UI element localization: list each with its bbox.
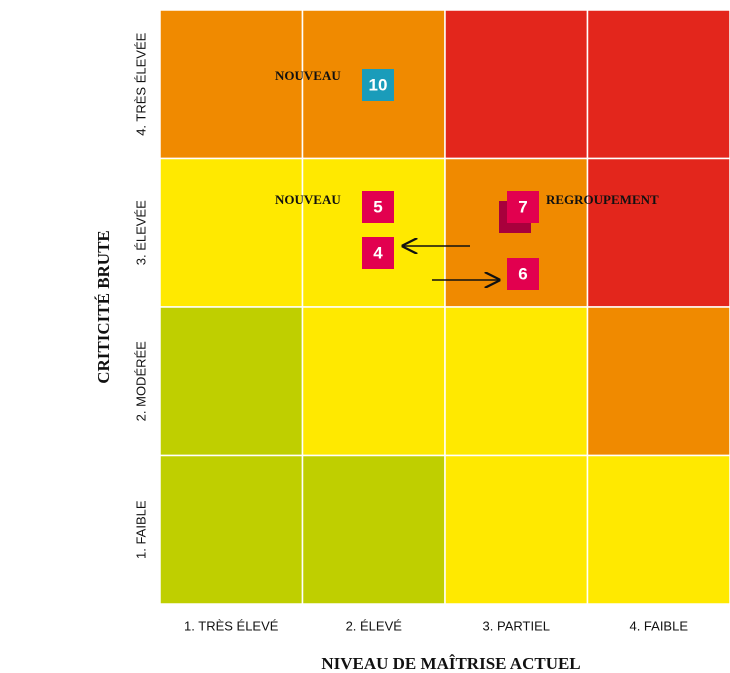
annotation: REGROUPEMENT [546, 192, 659, 207]
cell [301, 306, 446, 457]
x-label: 2. ÉLEVÉ [346, 618, 403, 633]
marker-box [507, 258, 539, 290]
annotation: NOUVEAU [275, 192, 341, 207]
cell [586, 9, 730, 160]
marker-box [362, 191, 394, 223]
marker-label: 4 [373, 243, 383, 262]
x-label: 3. PARTIEL [483, 618, 550, 633]
marker-label: 6 [518, 264, 527, 283]
annotation: NOUVEAU [275, 68, 341, 83]
marker-box [507, 191, 539, 223]
axis-labels: 1. TRÈS ÉLEVÉ 2. ÉLEVÉ 3. PARTIEL 4. FAIBLE… [133, 32, 688, 633]
cell [444, 454, 589, 605]
cell [159, 157, 304, 308]
y-axis-title: CRITICITÉ BRUTE [94, 230, 113, 384]
y-label: 1. FAIBLE [133, 500, 148, 559]
cell [301, 454, 446, 605]
y-label: 4. TRÈS ÉLEVÉE [133, 32, 148, 135]
x-label: 1. TRÈS ÉLEVÉ [184, 618, 279, 633]
marker-box [362, 69, 394, 101]
marker-label: 7 [518, 197, 527, 216]
cell [444, 306, 589, 457]
marker-box [362, 237, 394, 269]
x-label: 4. FAIBLE [629, 618, 688, 633]
x-axis-title: NIVEAU DE MAÎTRISE ACTUEL [321, 654, 580, 673]
cell [159, 454, 304, 605]
cell [159, 306, 304, 457]
cell [444, 9, 589, 160]
cells [159, 9, 730, 605]
cell [159, 9, 304, 160]
y-label: 2. MODÉRÉE [133, 341, 148, 422]
cell [586, 306, 730, 457]
cell [301, 157, 446, 308]
cell [586, 157, 730, 308]
marker-label: 10 [369, 75, 388, 94]
marker-label: 5 [373, 197, 382, 216]
cell [586, 454, 730, 605]
y-label: 3. ÉLEVÉE [133, 200, 148, 265]
